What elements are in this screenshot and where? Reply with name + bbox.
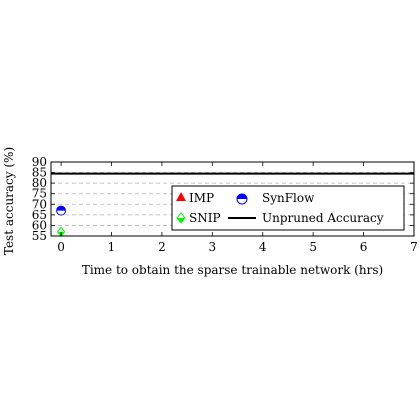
legend-snip-label: SNIP [189,211,221,225]
y-tick-label: 55 [32,229,47,243]
y-tick-label: 85 [32,166,47,180]
marker-fill [56,206,66,211]
x-tick-label: 7 [410,240,418,254]
x-axis-label: Time to obtain the sparse trainable netw… [82,263,383,277]
marker-fill [177,218,185,223]
legend-synflow-circle [236,193,248,205]
legend-snip-diamond [176,212,186,224]
x-ticks: 0 1 2 3 4 5 6 7 [57,162,418,254]
x-tick-label: 2 [158,240,166,254]
y-tick-label: 70 [32,197,47,211]
marker-fill [237,194,247,199]
x-tick-label: 6 [360,240,368,254]
legend-box [171,185,405,231]
legend-synflow-circle-icon [236,193,248,205]
y-axis-label: Test accuracy (%) [2,147,16,255]
y-tick-label: 65 [32,208,47,222]
y-tick-label: 75 [32,187,47,201]
x-tick-label: 5 [309,240,317,254]
x-tick-label: 0 [57,240,65,254]
y-tick-label: 80 [32,176,47,190]
legend-synflow-label: SynFlow [262,191,315,205]
x-tick-label: 3 [209,240,217,254]
legend-imp-triangle [176,192,186,201]
data-points [56,205,67,238]
synflow-point [56,205,67,216]
legend-unpruned-label: Unpruned Accuracy [262,211,384,225]
x-tick-label: 1 [108,240,116,254]
y-tick-label: 90 [32,155,47,169]
legend-snip-diamond-icon [176,212,186,224]
legend-imp-label: IMP [189,191,214,205]
y-tick-label: 60 [32,218,47,232]
legend-imp-triangle-icon [176,192,186,201]
legend: IMP SynFlow SNIP Unpruned Accuracy [171,185,405,231]
plot-frame [50,161,415,237]
x-tick-label: 4 [259,240,267,254]
